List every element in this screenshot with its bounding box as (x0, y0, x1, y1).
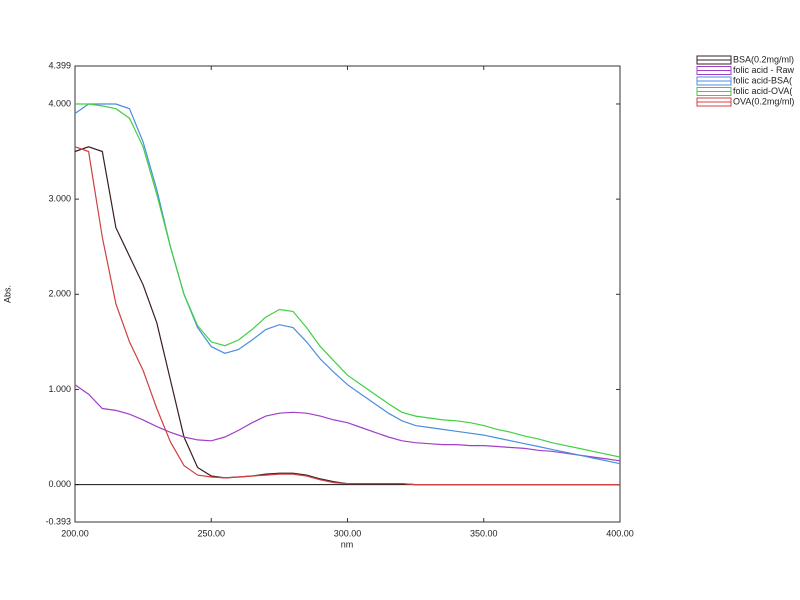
y-tick-label: -0.393 (45, 516, 71, 526)
x-tick-label: 250.00 (197, 528, 225, 538)
legend-label: BSA(0.2mg/ml) (733, 54, 794, 64)
x-tick-label: 350.00 (470, 528, 498, 538)
y-tick-label: 3.000 (48, 194, 71, 204)
y-axis-label: Abs. (2, 285, 12, 303)
legend-label: OVA(0.2mg/ml) (733, 96, 794, 106)
y-tick-label: 4.399 (48, 60, 71, 70)
y-tick-label: 1.000 (48, 384, 71, 394)
x-tick-label: 400.00 (606, 528, 634, 538)
x-axis-label: nm (341, 539, 354, 549)
x-tick-label: 300.00 (334, 528, 362, 538)
y-tick-label: 2.000 (48, 289, 71, 299)
y-tick-label: 4.000 (48, 98, 71, 108)
y-tick-label: 0.000 (48, 479, 71, 489)
x-tick-label: 200.00 (61, 528, 89, 538)
plot-frame (74, 65, 621, 523)
series-line (74, 384, 621, 462)
series-line (74, 146, 620, 486)
legend-label: folic acid-OVA( (733, 86, 792, 96)
series-line (75, 103, 621, 458)
legend-label: folic acid-BSA( (733, 75, 792, 85)
legend-label: folic acid - Raw (733, 65, 795, 75)
series-line (74, 146, 620, 486)
